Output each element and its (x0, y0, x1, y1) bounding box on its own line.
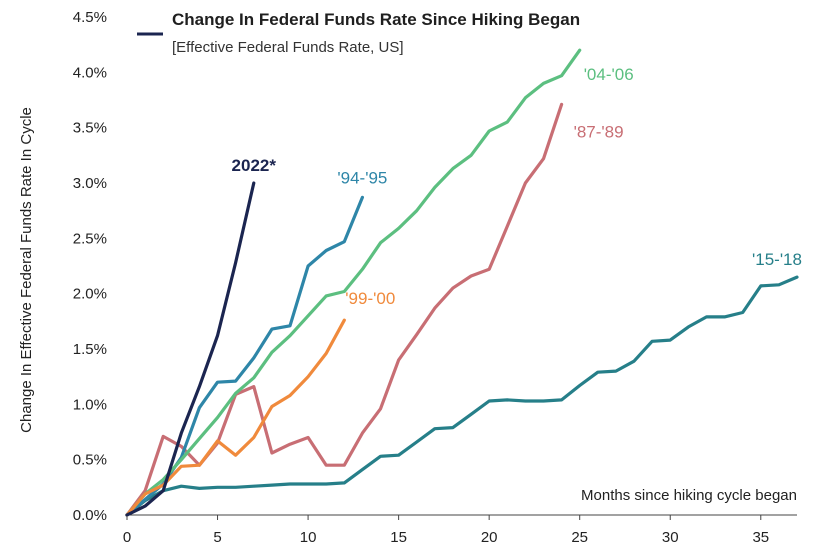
x-axis-ticks: 0 5 10 15 20 25 30 35 (123, 515, 769, 546)
y-axis-ticks: 0.0% 0.5% 1.0% 1.5% 2.0% 2.5% 3.0% 3.5% 4.0% 4.5% (73, 9, 107, 524)
y-tick-label: 4.0% (73, 64, 107, 81)
legend: Change In Federal Funds Rate Since Hikin… (137, 10, 580, 56)
x-axis-label: Months since hiking cycle began (581, 487, 797, 504)
y-axis-label: Change In Effective Federal Funds Rate I… (18, 107, 35, 433)
x-tick-label: 30 (662, 529, 679, 546)
y-tick-label: 3.0% (73, 175, 107, 192)
x-tick-label: 35 (752, 529, 769, 546)
x-tick-label: 25 (571, 529, 588, 546)
x-tick-label: 20 (481, 529, 498, 546)
series-label: '99-'00 (345, 289, 395, 308)
series-line (125, 181, 256, 517)
y-tick-label: 2.5% (73, 230, 107, 247)
series-labels: 2022* '94-'95 '04-'06 '87-'89 '99-'00 '15-'18 (232, 65, 802, 308)
x-tick-label: 0 (123, 529, 131, 546)
y-tick-label: 1.5% (73, 341, 107, 358)
series-line (125, 275, 799, 517)
y-tick-label: 0.5% (73, 452, 107, 469)
x-tick-label: 10 (300, 529, 317, 546)
series-line (125, 195, 364, 517)
y-tick-label: 4.5% (73, 9, 107, 26)
y-tick-label: 3.5% (73, 120, 107, 137)
series-line (125, 102, 564, 517)
series-label: '94-'95 (337, 168, 387, 187)
chart-title: Change In Federal Funds Rate Since Hikin… (172, 10, 580, 29)
series-label: '15-'18 (752, 250, 802, 269)
series-line (125, 318, 346, 517)
series-label: '04-'06 (584, 65, 634, 84)
x-tick-label: 15 (390, 529, 407, 546)
x-tick-label: 5 (213, 529, 221, 546)
series-line (125, 48, 582, 517)
series-label: '87-'89 (574, 122, 624, 141)
chart-subtitle: [Effective Federal Funds Rate, US] (172, 39, 404, 56)
y-tick-label: 2.0% (73, 286, 107, 303)
series-label: 2022* (232, 156, 277, 175)
y-tick-label: 1.0% (73, 396, 107, 413)
y-tick-label: 0.0% (73, 507, 107, 524)
series-lines (125, 48, 799, 517)
